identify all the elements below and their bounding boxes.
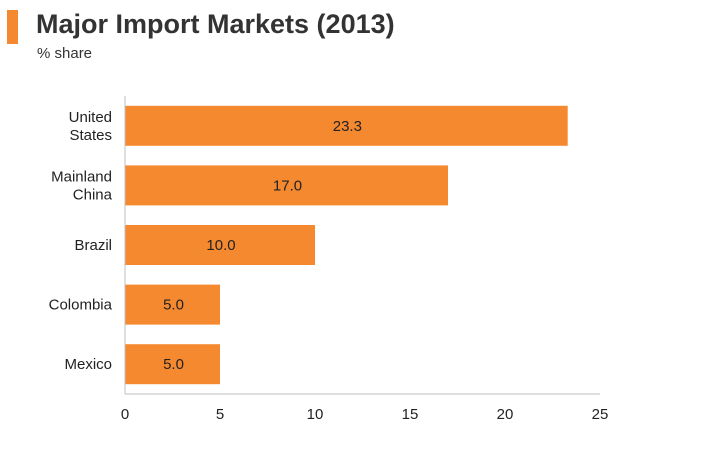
bar (125, 284, 220, 325)
bar (125, 225, 315, 265)
category-label: China (73, 186, 113, 203)
x-tick-label: 5 (216, 406, 224, 423)
x-tick-label: 10 (307, 406, 324, 423)
x-tick-label: 15 (402, 406, 419, 423)
bar (125, 105, 568, 146)
bar (125, 165, 448, 206)
x-tick-label: 25 (592, 406, 609, 423)
title-accent-bar (7, 10, 18, 44)
x-tick-label: 0 (121, 406, 129, 423)
bar-value-label: 23.3 (333, 118, 362, 135)
category-label: Colombia (49, 297, 113, 314)
category-label: United (69, 109, 112, 126)
bar-value-label: 5.0 (163, 356, 184, 373)
axes-group: 0 5 10 15 20 25 (121, 96, 609, 423)
chart-subtitle: % share (37, 45, 93, 62)
bar-value-label: 5.0 (163, 297, 184, 314)
chart-title: Major Import Markets (2013) (36, 9, 395, 39)
category-label: Mexico (64, 356, 112, 373)
category-label: Mainland (51, 168, 112, 185)
bars-group: 23.3 17.0 10.0 5.0 5.0 (125, 105, 568, 385)
bar (125, 344, 220, 385)
category-label: Brazil (74, 237, 112, 254)
category-label: States (69, 127, 112, 144)
x-tick-label: 20 (497, 406, 514, 423)
bar-value-label: 17.0 (273, 177, 302, 194)
bar-value-label: 10.0 (206, 237, 235, 254)
